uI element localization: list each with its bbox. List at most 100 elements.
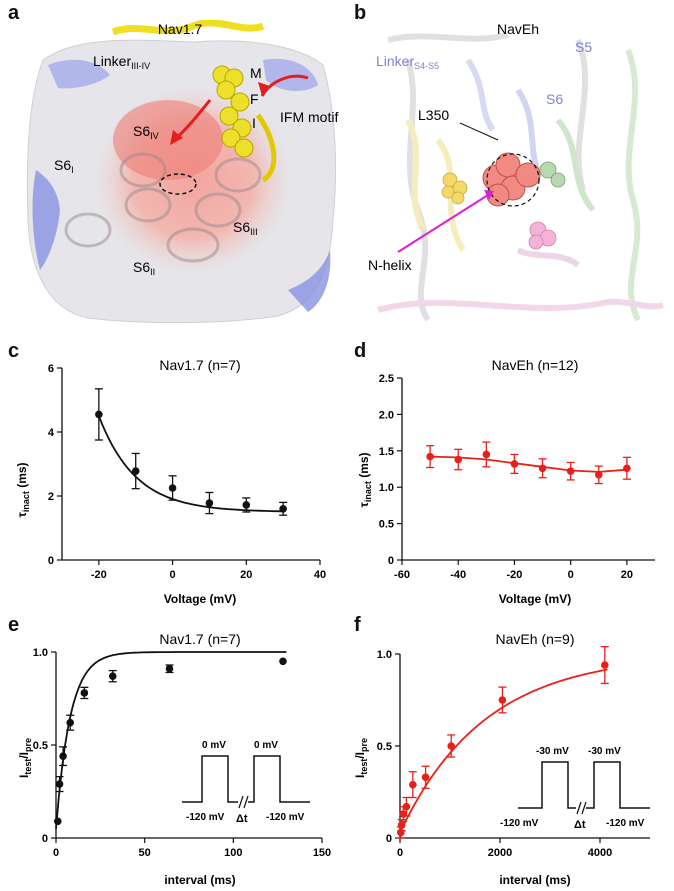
chart-f-inset-dt: Δt (574, 819, 586, 831)
chart-f-inset-pulse2: -30 mV (588, 746, 621, 757)
chart-c-ylabel: τinact (ms) (15, 462, 31, 517)
panel-letter-b: b (354, 2, 367, 24)
chart-d-data-point (566, 467, 575, 475)
chart-e-title: Nav1.7 (n=7) (159, 631, 240, 647)
chart-d-y-tick-label: 2.5 (379, 373, 394, 385)
chart-d-xlabel: Voltage (mV) (499, 592, 571, 606)
chart-f-data-point (601, 661, 609, 669)
chart-f-data-point (447, 742, 455, 750)
label-m: M (250, 65, 262, 81)
chart-d-data-point (623, 464, 631, 473)
chart-d-x-tick-label: -60 (394, 569, 410, 581)
panel-letter-a: a (8, 2, 20, 24)
chart-c-data-point (205, 499, 214, 507)
panel-letter-f: f (354, 614, 361, 636)
chart-d-tau-inact-naveh: NavEh (n=12) Voltage (mV) τinact (ms) -6… (357, 357, 655, 606)
chart-f-inset-pulse1: -30 mV (536, 746, 569, 757)
label-ifm-motif: IFM motif (280, 109, 338, 125)
chart-e-inset-pulse2: 0 mV (254, 740, 278, 751)
chart-e-recovery-nav17: Nav1.7 (n=7) interval (ms) Itest/Ipre -1… (17, 631, 331, 887)
chart-f-data-point (498, 696, 507, 704)
chart-e-data-point (108, 672, 117, 680)
chart-c-y-tick-label: 4 (48, 427, 55, 439)
chart-f-data-point (402, 802, 411, 811)
chart-d-fit-line (430, 455, 627, 473)
chart-c-x-tick-label: 20 (240, 569, 252, 581)
chart-c-data-point (242, 501, 251, 509)
label-linker-s4-s5: LinkerS4-S5 (376, 53, 439, 71)
chart-e-y-tick-label: 0 (42, 833, 48, 845)
chart-f-fit-line (399, 668, 608, 833)
chart-c-fit-line (98, 415, 284, 513)
chart-e-inset-hold-right: -120 mV (266, 812, 305, 823)
chart-e-y-tick-label: 1.0 (33, 647, 48, 659)
label-l350: L350 (418, 107, 449, 123)
chart-c-data-point (279, 505, 287, 513)
chart-c-x-tick-label: 40 (314, 569, 326, 581)
chart-c-data-point (131, 467, 140, 475)
chart-c-data-point (95, 410, 103, 419)
chart-e-inset-pulse1: 0 mV (202, 740, 226, 751)
chart-e-data-point (66, 718, 74, 727)
chart-c-xlabel: Voltage (mV) (164, 592, 236, 606)
chart-f-data-point (409, 780, 417, 789)
chart-e-xlabel: interval (ms) (164, 873, 235, 887)
chart-e-data-point (55, 780, 64, 788)
chart-f-protocol-inset: -120 mV -30 mV -30 mV Δt -120 mV (500, 746, 650, 831)
chart-f-data-point (397, 828, 405, 837)
chart-e-inset-hold-left: -120 mV (186, 812, 225, 823)
chart-e-x-tick-label: 50 (139, 847, 151, 859)
structure-image-nav17: Nav1.7 LinkerIII-IV S6IV S6I S6II S6III … (26, 20, 338, 324)
chart-d-y-tick-label: 0 (388, 555, 394, 567)
chart-e-y-tick-label: 0.5 (33, 740, 48, 752)
chart-d-data-point (594, 471, 603, 479)
chart-c-title: Nav1.7 (n=7) (159, 357, 240, 373)
panel-b-title: NavEh (497, 21, 539, 37)
chart-c-x-tick-label: -20 (91, 569, 107, 581)
chart-d-y-tick-label: 0.5 (379, 519, 394, 531)
chart-f-x-tick-label: 2000 (488, 847, 512, 859)
label-s6-iv: S6IV (133, 123, 159, 141)
chart-c-y-tick-label: 0 (48, 555, 54, 567)
chart-e-x-tick-label: 150 (313, 847, 331, 859)
panel-letter-c: c (8, 340, 20, 362)
label-s6-iii: S6III (233, 219, 258, 237)
chart-e-data-point (279, 657, 287, 666)
chart-d-x-tick-label: -20 (506, 569, 522, 581)
chart-f-ylabel: Itest/Ipre (353, 738, 369, 778)
structure-image-naveh: NavEh LinkerS4-S5 S5 S6 L350 N-helix (368, 21, 664, 322)
chart-d-data-point (482, 450, 491, 459)
label-s6-ii: S6II (133, 259, 155, 277)
chart-f-recovery-naveh: NavEh (n=9) interval (ms) Itest/Ipre -12… (353, 631, 650, 887)
label-n-helix: N-helix (368, 257, 412, 273)
chart-d-data-point (426, 452, 434, 461)
chart-f-inset-hold-left: -120 mV (500, 818, 539, 829)
chart-f-y-tick-label: 0 (386, 833, 392, 845)
chart-d-y-tick-label: 1.5 (379, 446, 394, 458)
label-s6: S6 (546, 91, 563, 107)
chart-d-y-tick-label: 1.0 (379, 482, 394, 494)
chart-d-x-tick-label: 0 (568, 569, 574, 581)
chart-e-fit-line (55, 651, 287, 829)
chart-d-x-tick-label: -40 (450, 569, 466, 581)
chart-e-inset-dt: Δt (236, 813, 248, 825)
chart-f-x-tick-label: 4000 (588, 847, 612, 859)
chart-f-data-point (421, 773, 430, 782)
chart-e-data-point (53, 817, 62, 826)
label-f: F (250, 91, 259, 107)
label-i: I (252, 115, 256, 131)
chart-c-x-tick-label: 0 (170, 569, 176, 581)
chart-f-title: NavEh (n=9) (496, 631, 575, 647)
chart-f-data-point (397, 821, 406, 829)
chart-f-x-tick-label: 0 (397, 847, 403, 859)
chart-c-tau-inact-nav17: Nav1.7 (n=7) Voltage (mV) τinact (ms) -2… (15, 357, 326, 606)
chart-e-ylabel: Itest/Ipre (17, 738, 33, 778)
panel-a-title: Nav1.7 (158, 21, 203, 37)
chart-e-x-tick-label: 0 (53, 847, 59, 859)
chart-d-data-point (510, 460, 519, 468)
label-s5: S5 (575, 39, 592, 55)
chart-d-data-point (454, 455, 463, 464)
chart-d-data-point (538, 464, 547, 473)
chart-d-title: NavEh (n=12) (492, 357, 579, 373)
chart-f-y-tick-label: 1.0 (377, 649, 392, 661)
